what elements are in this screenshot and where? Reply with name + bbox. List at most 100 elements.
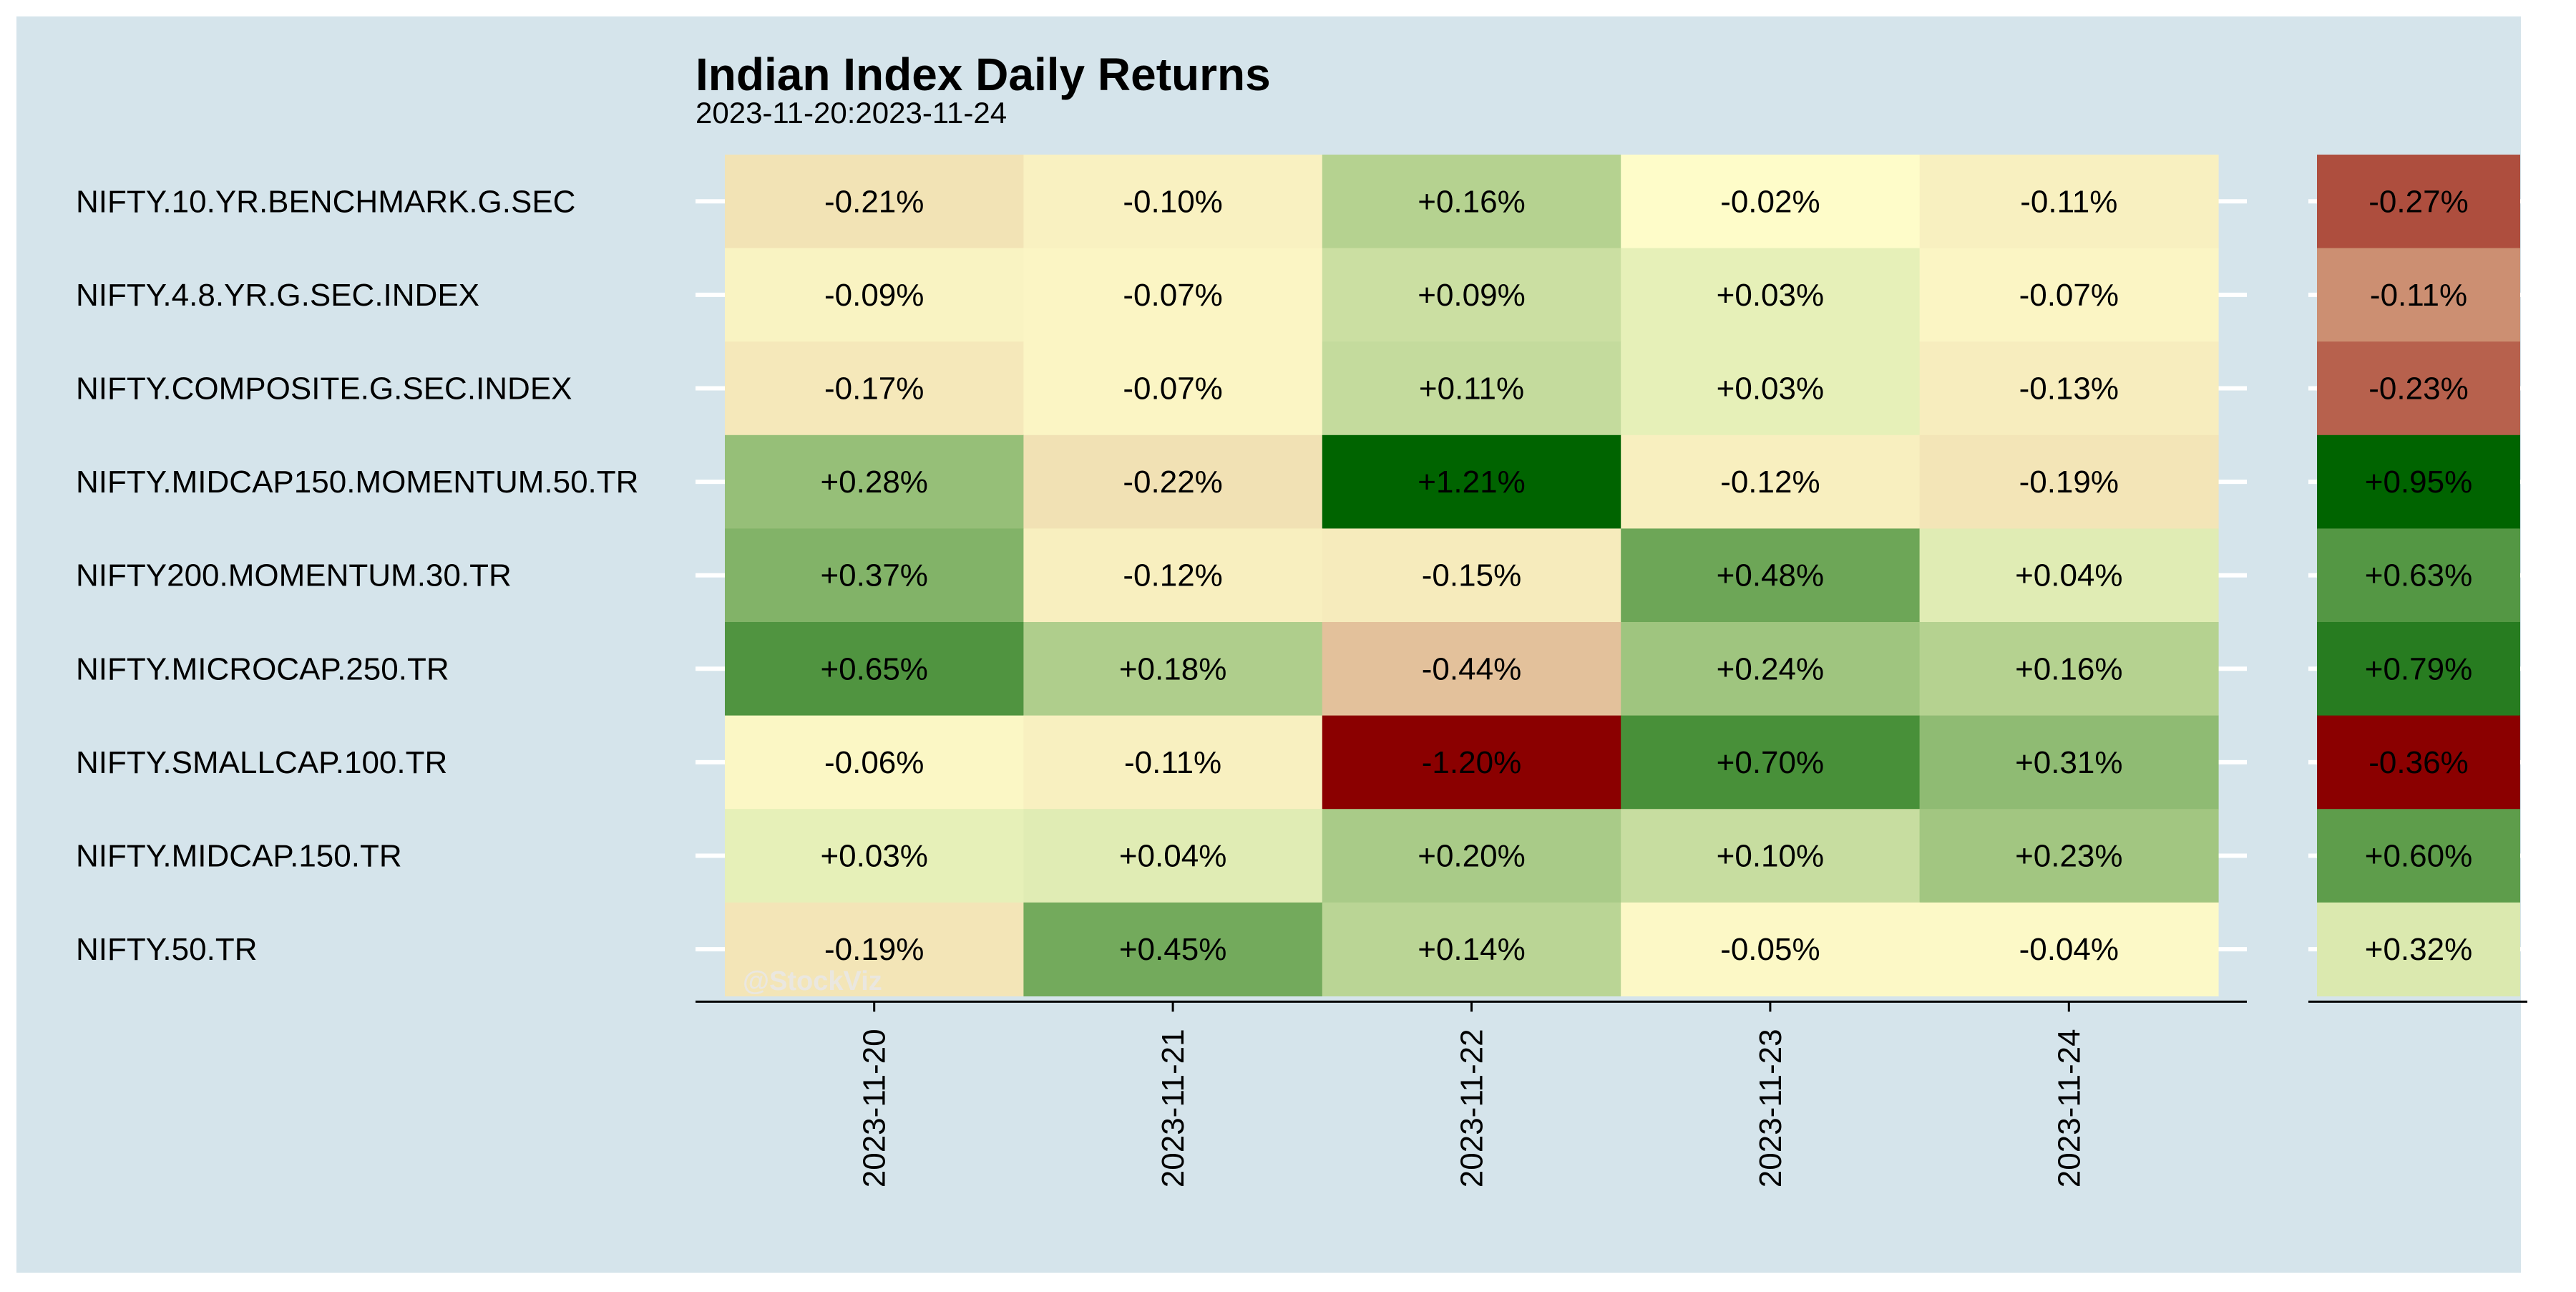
heatmap-cell [1322, 622, 1621, 717]
y-tick-label: NIFTY.MIDCAP150.MOMENTUM.50.TR [76, 465, 638, 500]
heatmap-cell [1621, 155, 1921, 249]
watermark: @StockViz [743, 966, 882, 996]
heatmap-cell [725, 902, 1024, 996]
summary-value-label: -0.27% [2368, 184, 2468, 219]
heatmap-cell [1621, 622, 1921, 717]
cell-value-label: +0.20% [1418, 839, 1525, 874]
summary-value-label: -0.11% [2370, 278, 2467, 313]
y-tick-label: NIFTY.10.YR.BENCHMARK.G.SEC [76, 184, 575, 219]
heatmap-cell [1322, 528, 1621, 623]
heatmap-cell [725, 248, 1024, 342]
heatmap-cell [1023, 248, 1323, 342]
summary-value-label: -0.36% [2368, 745, 2468, 780]
heatmap-cell [725, 341, 1024, 436]
summary-cell [2317, 622, 2520, 717]
cell-value-label: -0.11% [1124, 745, 1221, 780]
heatmap-cell [1919, 715, 2219, 810]
x-tick-label: 2023-11-20 [857, 1029, 892, 1187]
heatmap-cell [1023, 622, 1323, 717]
heatmap-cell [1621, 341, 1921, 436]
cell-value-label: -0.12% [1720, 465, 1820, 500]
heatmap-cell [1322, 248, 1621, 342]
heatmap-cell [1919, 155, 2219, 249]
heatmap-cell [1919, 809, 2219, 903]
summary-cell [2317, 155, 2520, 249]
summary-value-label: +0.32% [2365, 932, 2472, 967]
heatmap-cell [725, 622, 1024, 717]
cell-value-label: +0.70% [1717, 745, 1824, 780]
cell-value-label: -0.11% [2020, 184, 2117, 219]
cell-value-label: +0.09% [1418, 278, 1525, 313]
cell-value-label: +0.24% [1717, 651, 1824, 686]
cell-value-label: -0.07% [2019, 278, 2119, 313]
heatmap-cell [1322, 434, 1621, 529]
cell-value-label: -0.15% [1422, 558, 1521, 593]
summary-value-label: +0.60% [2365, 839, 2472, 874]
summary-cell [2317, 528, 2520, 623]
summary-cell [2317, 902, 2520, 996]
cell-value-label: -0.19% [2019, 465, 2119, 500]
summary-heatmap: -0.27% -0.11% -0.23% +0.95% +0.63% +0.79% -0.3… [2317, 155, 2520, 996]
heatmap-cell [1621, 902, 1921, 996]
cell-value-label: -0.05% [1720, 932, 1820, 967]
y-tick-label: NIFTY200.MOMENTUM.30.TR [76, 558, 512, 593]
cell-value-label: -0.19% [824, 932, 924, 967]
heatmap-cell [1621, 248, 1921, 342]
heatmap-cell [1621, 434, 1921, 529]
chart-subtitle: 2023-11-20:2023-11-24 [696, 96, 1007, 130]
heatmap-cell [1023, 528, 1323, 623]
cell-value-label: +0.03% [820, 839, 927, 874]
x-tick-label: 2023-11-21 [1156, 1029, 1191, 1187]
cell-value-label: -0.10% [1123, 184, 1222, 219]
cell-value-label: +0.16% [1418, 184, 1525, 219]
cell-value-label: -0.21% [824, 184, 924, 219]
x-tick-label: 2023-11-22 [1455, 1029, 1490, 1187]
cell-value-label: +0.23% [2015, 839, 2122, 874]
x-tick-label: 2023-11-23 [1753, 1029, 1788, 1187]
heatmap-cell [1621, 528, 1921, 623]
cell-value-label: +0.14% [1418, 932, 1525, 967]
cell-value-label: +0.04% [2015, 558, 2122, 593]
heatmap-cell [1322, 809, 1621, 903]
cell-value-label: -0.07% [1123, 278, 1222, 313]
cell-value-label: +0.18% [1119, 651, 1226, 686]
cell-value-label: -0.06% [824, 745, 924, 780]
heatmap-cell [725, 528, 1024, 623]
heatmap-cell [1322, 155, 1621, 249]
y-tick-label: NIFTY.SMALLCAP.100.TR [76, 745, 447, 780]
heatmap-cell [725, 155, 1024, 249]
cell-value-label: -0.17% [824, 371, 924, 407]
cell-value-label: +0.65% [820, 651, 927, 686]
heatmap-cell [1919, 248, 2219, 342]
heatmap-cell [1023, 341, 1323, 436]
summary-value-label: +0.63% [2365, 558, 2472, 593]
y-tick-label: NIFTY.MICROCAP.250.TR [76, 651, 449, 686]
y-tick-labels: NIFTY.10.YR.BENCHMARK.G.SEC NIFTY.4.8.YR.… [76, 184, 638, 967]
x-tick-labels: 2023-11-20 2023-11-21 2023-11-22 2023-11-23… [857, 1029, 2087, 1187]
heatmap-cell [1023, 809, 1323, 903]
heatmap-cell [1322, 715, 1621, 810]
cell-value-label: -0.02% [1720, 184, 1820, 219]
main-heatmap: -0.21% -0.10% +0.16% -0.02% -0.11% -0.09% -0.0… [725, 155, 2219, 996]
heatmap-cell [1919, 528, 2219, 623]
cell-value-label: +0.37% [820, 558, 927, 593]
summary-value-label: -0.23% [2368, 371, 2468, 407]
summary-value-label: +0.95% [2365, 465, 2472, 500]
summary-value-label: +0.79% [2365, 651, 2472, 686]
axes [696, 1000, 2527, 1012]
y-tick-label: NIFTY.MIDCAP.150.TR [76, 839, 402, 874]
cell-value-label: +0.45% [1119, 932, 1226, 967]
x-tick-label: 2023-11-24 [2051, 1029, 2087, 1187]
heatmap-cell [1023, 902, 1323, 996]
summary-cell [2317, 248, 2520, 342]
heatmap-cell [725, 434, 1024, 529]
heatmap-cell [1322, 902, 1621, 996]
heatmap-cell [725, 809, 1024, 903]
cell-value-label: -1.20% [1422, 745, 1521, 780]
cell-value-label: -0.09% [824, 278, 924, 313]
cell-value-label: -0.07% [1123, 371, 1222, 407]
chart-title: Indian Index Daily Returns [696, 49, 1271, 100]
y-tick-label: NIFTY.COMPOSITE.G.SEC.INDEX [76, 371, 572, 407]
heatmap-cell [1621, 809, 1921, 903]
cell-value-label: +0.16% [2015, 651, 2122, 686]
